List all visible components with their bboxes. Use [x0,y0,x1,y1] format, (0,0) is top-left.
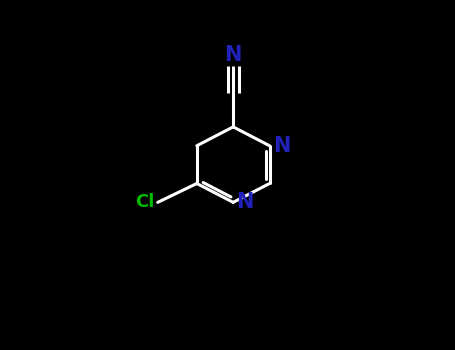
Text: N: N [273,136,290,156]
Text: Cl: Cl [135,193,155,211]
Text: N: N [224,45,242,65]
Text: N: N [237,193,254,212]
